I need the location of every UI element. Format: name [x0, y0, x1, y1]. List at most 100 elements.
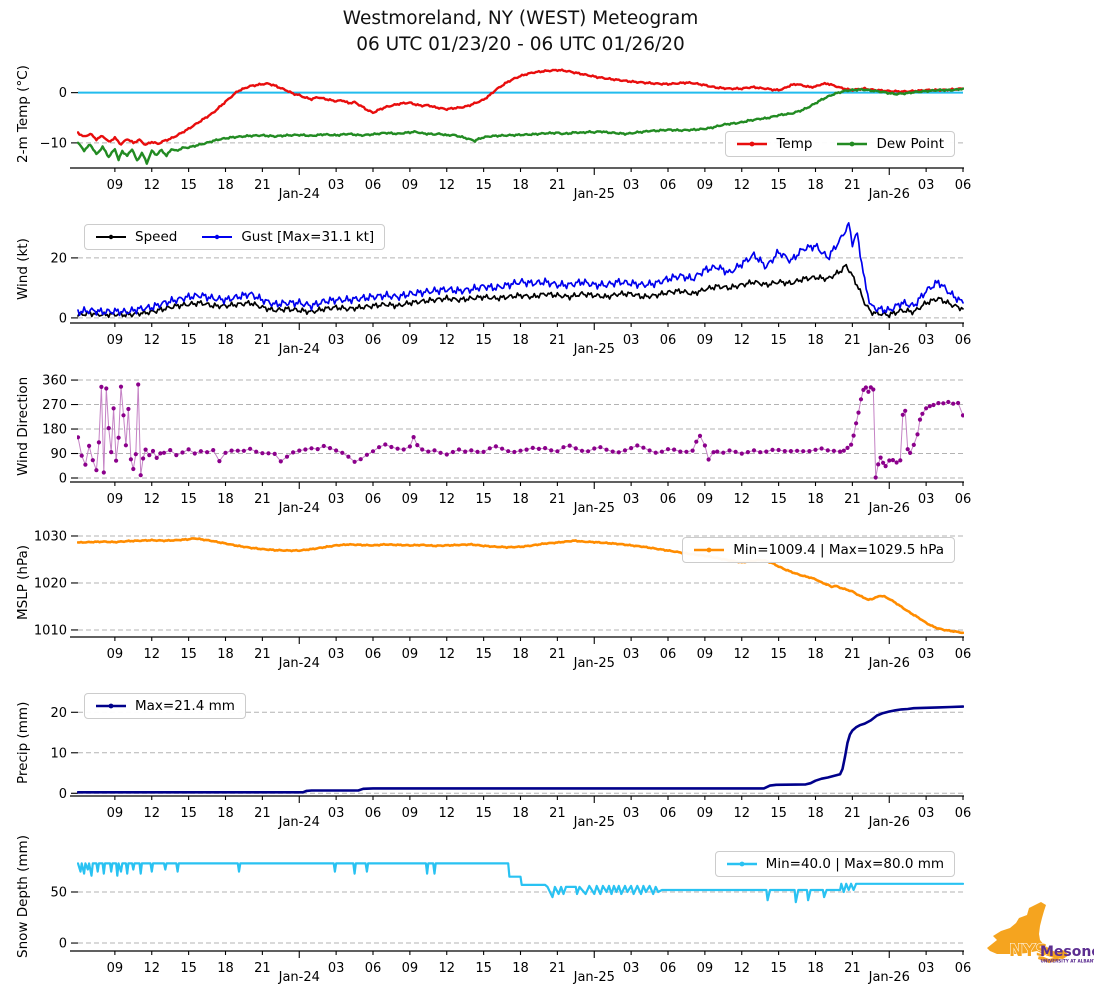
wind-direction-point	[549, 448, 554, 453]
wind-direction-point	[327, 446, 333, 451]
x-tick-label: 18	[217, 647, 234, 662]
wind-direction-point	[956, 400, 961, 406]
x-tick-label: 21	[549, 961, 566, 976]
logo-text-nys: NYS	[1009, 941, 1048, 961]
snow-depth-line	[77, 862, 964, 904]
x-tick-label: 15	[475, 492, 492, 507]
wind-direction-point	[315, 447, 320, 452]
snow-depth-line-sample	[726, 861, 757, 867]
y-tick-label: 1020	[34, 576, 67, 591]
wind-direction-point	[278, 459, 283, 464]
wind-direction-point	[838, 449, 843, 454]
x-tick-label: 18	[217, 961, 234, 976]
x-tick-label: 15	[475, 333, 492, 348]
wind-direction-point	[739, 451, 744, 456]
x-tick-label: 03	[623, 178, 640, 193]
x-tick-label: 06	[365, 333, 382, 348]
x-tick-label: 12	[733, 647, 750, 662]
x-tick-label: 09	[697, 961, 714, 976]
wind-direction-point	[672, 447, 677, 452]
x-tick-label: 09	[402, 178, 419, 193]
x-tick-label: 06	[365, 647, 382, 662]
x-tick-label: 18	[807, 333, 824, 348]
wind-direction-point	[297, 448, 302, 453]
wind-direction-point	[136, 382, 141, 387]
y-tick-label: 10	[50, 746, 67, 761]
x-tick-label: 21	[549, 492, 566, 507]
wind-direction-point	[128, 457, 133, 462]
y-axis-label-wind: Wind (kt)	[15, 238, 31, 300]
panel-3-series	[77, 382, 964, 480]
wind-direction-point	[813, 447, 818, 452]
x-tick-label: Jan-24	[278, 656, 320, 671]
x-tick-label: 21	[844, 806, 861, 821]
x-tick-label: 21	[549, 333, 566, 348]
x-tick-label: 03	[623, 333, 640, 348]
x-tick-label: 21	[844, 961, 861, 976]
wind-direction-point	[475, 449, 480, 454]
x-tick-label: 18	[807, 178, 824, 193]
x-tick-label: 15	[180, 806, 197, 821]
x-tick-label: 12	[438, 647, 455, 662]
y-tick-label: 0	[59, 937, 67, 952]
x-tick-label: 18	[217, 806, 234, 821]
wind-direction-point	[518, 448, 523, 453]
x-tick-label: 09	[107, 647, 124, 662]
wind-direction-point	[395, 446, 400, 451]
wind-direction-point	[849, 442, 854, 447]
wind-direction-point	[647, 448, 652, 453]
x-tick-label: 12	[438, 333, 455, 348]
wind-direction-point	[512, 449, 517, 455]
x-tick-label: 12	[733, 492, 750, 507]
x-tick-label: 21	[254, 178, 271, 193]
nys-mesonet-logo: NYS Mesonet UNIVERSITY AT ALBANY	[987, 902, 1094, 964]
wind-direction-point	[109, 450, 114, 455]
y-tick-label: 1030	[34, 529, 67, 544]
wind-direction-point	[536, 446, 542, 451]
wind-direction-point	[561, 445, 566, 450]
y-tick-label: 20	[50, 251, 67, 266]
temp-line-sample	[737, 141, 768, 147]
y-axis-label-snow-depth: Snow Depth (mm)	[15, 835, 31, 959]
wind-direction-point	[401, 447, 406, 452]
wind-direction-point	[303, 447, 308, 452]
x-tick-label: Jan-26	[868, 815, 910, 830]
panel-3: 360 270 180 90 0 09 12 15 18 21 Jan-24 03 06 09 12 15 18…	[42, 374, 971, 516]
x-tick-label: 21	[254, 806, 271, 821]
wind-direction-point	[118, 384, 124, 389]
wind-direction-point	[887, 458, 892, 463]
speed-line-sample	[96, 234, 126, 240]
legend-entry-precip: Max=21.4 mm	[95, 698, 235, 714]
x-tick-label: 09	[697, 647, 714, 662]
wind-direction-point	[905, 447, 910, 452]
legend-entry-mslp: Min=1009.4 | Max=1029.5 hPa	[693, 542, 944, 558]
wind-direction-point	[114, 458, 119, 463]
wind-direction-point	[807, 449, 812, 454]
wind-direction-point	[706, 457, 711, 462]
wind-direction-point	[911, 442, 916, 447]
wind-direction-point	[420, 447, 425, 452]
x-tick-label: Jan-24	[278, 342, 320, 357]
x-tick-label: Jan-24	[278, 501, 320, 516]
x-tick-label: 18	[512, 178, 529, 193]
legend-label-dew-point: Dew Point	[876, 136, 944, 152]
x-tick-label: 03	[328, 178, 345, 193]
wind-direction-point	[90, 458, 95, 463]
wind-direction-point	[116, 435, 121, 440]
x-tick-label: 21	[254, 961, 271, 976]
legend-label-temp: Temp	[776, 136, 813, 152]
wind-direction-points	[77, 382, 964, 480]
wind-direction-point	[878, 455, 883, 460]
wind-direction-point	[873, 475, 878, 480]
wind-direction-point	[186, 447, 191, 452]
wind-direction-point	[94, 468, 99, 473]
wind-direction-point	[555, 449, 560, 454]
panel-2: 20 0 09 12 15 18 21 Jan-24 03 06 09 12 15 18 21 Jan-25 0…	[50, 222, 971, 357]
wind-direction-point	[881, 460, 886, 465]
x-tick-label: 03	[918, 806, 935, 821]
x-tick-label: 18	[512, 961, 529, 976]
legend-wind: Speed Gust [Max=31.1 kt]	[84, 224, 386, 250]
wind-direction-point	[745, 450, 751, 455]
wind-direction-point	[920, 411, 925, 416]
x-tick-label: Jan-26	[868, 501, 910, 516]
